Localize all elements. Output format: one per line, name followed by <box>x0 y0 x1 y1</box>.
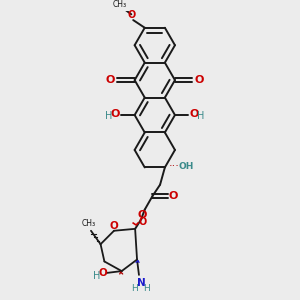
Text: H: H <box>131 284 137 293</box>
Text: N: N <box>136 278 145 288</box>
Text: ···: ··· <box>169 161 180 171</box>
Text: OH: OH <box>178 162 194 171</box>
Text: CH₃: CH₃ <box>82 219 96 228</box>
Text: O: O <box>111 109 120 118</box>
Text: O: O <box>98 268 107 278</box>
Text: CH₃: CH₃ <box>113 0 127 9</box>
Text: O: O <box>127 10 135 20</box>
Text: H: H <box>143 284 150 293</box>
Text: H: H <box>197 111 205 121</box>
Text: O: O <box>190 109 199 118</box>
Text: O: O <box>137 210 146 220</box>
Text: O: O <box>169 191 178 201</box>
Text: O: O <box>194 75 204 85</box>
Text: O: O <box>139 217 147 227</box>
Text: O: O <box>106 75 115 85</box>
Text: H: H <box>93 271 100 281</box>
Text: H: H <box>105 111 112 121</box>
Text: O: O <box>110 221 118 231</box>
